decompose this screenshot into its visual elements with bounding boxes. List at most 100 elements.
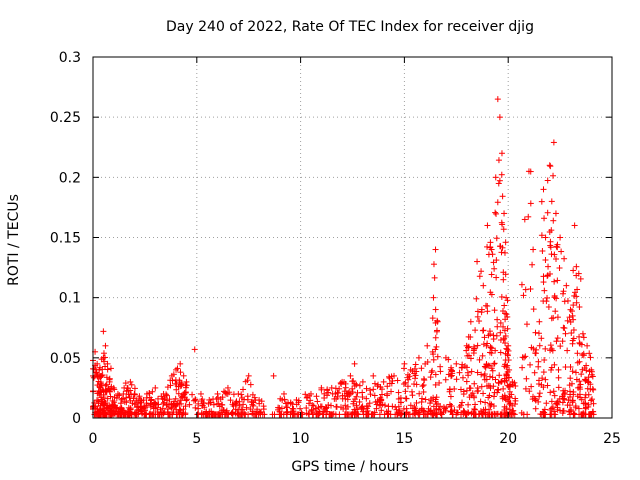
- data-point: [527, 200, 534, 207]
- data-point: [551, 392, 558, 399]
- data-point: [131, 385, 138, 392]
- data-point: [351, 382, 358, 389]
- data-point: [528, 344, 535, 351]
- data-point: [336, 385, 343, 392]
- data-point: [172, 377, 179, 384]
- data-point: [540, 186, 547, 193]
- data-point: [520, 411, 527, 418]
- data-point: [585, 391, 592, 398]
- data-point: [160, 400, 167, 407]
- data-point: [447, 408, 454, 415]
- data-point: [547, 342, 554, 349]
- data-point: [447, 393, 454, 400]
- data-point: [318, 403, 325, 410]
- data-point: [360, 406, 367, 413]
- data-point: [315, 404, 322, 411]
- data-point: [247, 406, 254, 413]
- data-point: [222, 389, 229, 396]
- data-point: [545, 304, 552, 311]
- data-point: [542, 234, 549, 241]
- data-point: [192, 397, 199, 404]
- data-point: [416, 390, 423, 397]
- data-point: [456, 369, 463, 376]
- data-point: [443, 404, 450, 411]
- data-point: [474, 342, 481, 349]
- data-point: [555, 374, 562, 381]
- data-point: [356, 398, 363, 405]
- data-point: [354, 406, 361, 413]
- data-point: [258, 398, 265, 405]
- data-point: [587, 354, 594, 361]
- data-point: [177, 397, 184, 404]
- data-point: [429, 367, 436, 374]
- data-point: [377, 399, 384, 406]
- data-point: [495, 157, 502, 164]
- data-point: [99, 372, 106, 379]
- data-point: [163, 391, 170, 398]
- data-point: [113, 395, 120, 402]
- data-point: [378, 386, 385, 393]
- data-point: [367, 387, 374, 394]
- data-point: [568, 380, 575, 387]
- data-point: [501, 302, 508, 309]
- data-point: [339, 395, 346, 402]
- data-point: [337, 379, 344, 386]
- data-point: [588, 371, 595, 378]
- x-tick-label: 15: [395, 431, 413, 447]
- data-point: [131, 401, 138, 408]
- data-point: [100, 401, 107, 408]
- data-point: [240, 401, 247, 408]
- data-point: [586, 368, 593, 375]
- data-point: [522, 385, 529, 392]
- data-point: [407, 402, 414, 409]
- data-point: [102, 342, 109, 349]
- data-point: [567, 306, 574, 313]
- data-point: [402, 395, 409, 402]
- data-point: [500, 323, 507, 330]
- data-point: [104, 366, 111, 373]
- data-point: [500, 336, 507, 343]
- data-point: [232, 410, 239, 417]
- data-point: [341, 411, 348, 418]
- data-point: [448, 368, 455, 375]
- data-point: [223, 390, 230, 397]
- data-point: [159, 405, 166, 412]
- data-point: [178, 382, 185, 389]
- data-point: [97, 402, 104, 409]
- data-point: [535, 358, 542, 365]
- data-point: [484, 243, 491, 250]
- data-point: [351, 360, 358, 367]
- data-point: [544, 382, 551, 389]
- data-point: [512, 397, 519, 404]
- data-point: [349, 385, 356, 392]
- data-point: [431, 274, 438, 281]
- data-point: [511, 379, 518, 386]
- data-point: [474, 308, 481, 315]
- data-point: [480, 390, 487, 397]
- data-point: [573, 299, 580, 306]
- data-point: [544, 294, 551, 301]
- data-point: [420, 382, 427, 389]
- data-point: [181, 394, 188, 401]
- data-point: [493, 210, 500, 217]
- data-point: [400, 381, 407, 388]
- data-point: [556, 265, 563, 272]
- data-point: [465, 343, 472, 350]
- data-point: [549, 404, 556, 411]
- data-point: [570, 391, 577, 398]
- data-point: [366, 400, 373, 407]
- data-point: [374, 383, 381, 390]
- data-point: [492, 174, 499, 181]
- data-point: [590, 386, 597, 393]
- data-point: [397, 399, 404, 406]
- data-point: [528, 383, 535, 390]
- data-point: [467, 318, 474, 325]
- data-point: [556, 407, 563, 414]
- data-point: [548, 364, 555, 371]
- data-point: [456, 404, 463, 411]
- data-point: [580, 352, 587, 359]
- data-point: [373, 405, 380, 412]
- data-point: [117, 400, 124, 407]
- data-point: [472, 401, 479, 408]
- data-point: [476, 318, 483, 325]
